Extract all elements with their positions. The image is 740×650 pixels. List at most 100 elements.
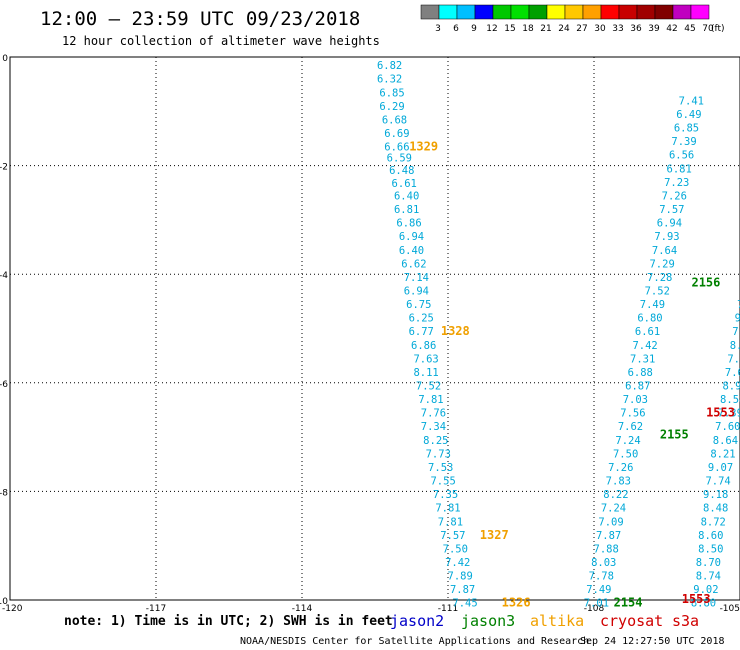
data-point-jason2: 8.11 [413,367,438,379]
x-tick-label: -114 [292,604,313,614]
satellite-legend-altika: altika [530,612,584,630]
data-point-jason2: 7.76 [421,408,446,420]
x-tick-label: -117 [146,604,166,614]
data-point-jason2: 7.63 [413,353,438,365]
data-point-altika: 8.80 [691,598,716,610]
data-point-altika: 9.07 [708,462,733,474]
data-point-altika: 7.66 [725,367,740,379]
data-point-jason3: 6.61 [635,326,660,338]
colorbar-swatch [564,4,584,20]
y-tick-label: -2 [0,163,8,173]
data-point-jason3: 8.22 [603,489,628,501]
data-point-jason2: 7.55 [430,476,455,488]
data-point-jason2: 6.40 [394,190,419,202]
data-point-jason2: 7.42 [445,557,470,569]
data-point-jason2: 6.61 [392,178,417,190]
data-point-jason3: 7.41 [679,95,704,107]
colorbar-unit: (ft) [711,24,725,34]
data-point-jason2: 7.89 [448,571,473,583]
data-point-jason2: 7.45 [452,598,477,610]
colorbar-label: 6 [453,24,459,34]
satellite-legend-s3a: s3a [672,612,699,630]
data-point-jason2: 6.48 [389,165,414,177]
y-tick-label: -4 [0,271,8,281]
data-point-jason2: 6.85 [379,87,404,99]
colorbar-label: 3 [435,24,441,34]
pass-number-label: 1553 [682,592,711,606]
colorbar-swatch [654,4,674,20]
data-point-altika: 8.72 [701,516,726,528]
data-point-jason3: 7.26 [608,462,633,474]
data-point-jason3: 7.03 [623,394,648,406]
data-point-jason3: 7.49 [640,299,665,311]
data-point-altika: 8.95 [722,381,740,393]
colorbar-label: 18 [522,24,534,34]
data-point-jason3: 7.52 [645,285,670,297]
data-point-jason2: 6.59 [387,152,412,164]
data-point-jason2: 7.52 [416,381,441,393]
data-point-altika: 7.60 [715,421,740,433]
data-point-jason2: 6.40 [399,245,424,257]
data-point-jason2: 6.94 [399,231,424,243]
data-point-altika: 8.64 [713,435,738,447]
data-point-jason3: 7.57 [659,204,684,216]
data-point-jason3: 8.03 [591,557,616,569]
data-point-altika: 7.67 [727,353,740,365]
data-point-jason2: 6.32 [377,74,402,86]
data-point-jason3: 7.93 [654,231,679,243]
data-point-jason3: 7.62 [618,421,643,433]
colorbar-swatch [636,4,656,20]
data-point-jason2: 6.86 [411,340,436,352]
colorbar-swatch [618,4,638,20]
data-point-jason3: 7.49 [586,584,611,596]
data-point-jason2: 6.69 [384,128,409,140]
data-point-jason3: 7.87 [596,530,621,542]
data-point-jason2: 6.94 [404,285,429,297]
pass-number-label: 2155 [660,427,689,441]
colorbar-swatch [492,4,512,20]
colorbar-swatch [528,4,548,20]
data-point-jason2: 7.14 [404,272,429,284]
data-point-jason3: 6.88 [628,367,653,379]
data-point-jason3: 7.39 [671,136,696,148]
chart-title: 12:00 – 23:59 UTC 09/23/2018 [40,8,360,30]
data-point-jason2: 6.25 [409,313,434,325]
colorbar-swatch [600,4,620,20]
data-point-jason3: 6.80 [637,313,662,325]
data-point-jason3: 7.42 [632,340,657,352]
data-point-altika: 7.39 [718,408,740,420]
satellite-legend-cryosat: cryosat [600,612,663,630]
data-point-jason3: 7.01 [584,598,609,610]
data-point-jason3: 7.09 [598,516,623,528]
data-point-jason2: 7.81 [418,394,443,406]
data-point-jason3: 7.29 [649,258,674,270]
colorbar-label: 39 [648,24,660,34]
colorbar-swatch [438,4,458,20]
colorbar-label: 12 [486,24,497,34]
data-point-altika: 7.79 [737,299,740,311]
colorbar-swatch [672,4,692,20]
data-point-jason3: 7.24 [615,435,640,447]
data-point-altika: 8.50 [698,543,723,555]
colorbar-swatch [690,4,710,20]
data-point-jason2: 7.57 [440,530,465,542]
pass-number-label: 1327 [480,528,509,542]
colorbar-label: 42 [666,24,677,34]
colorbar-label: 30 [594,24,606,34]
data-point-jason2: 8.25 [423,435,448,447]
data-point-altika: 8.48 [703,503,728,515]
y-tick-label: -8 [0,488,8,498]
colorbar-swatch [456,4,476,20]
satellite-legend-jason3: jason3 [461,612,515,630]
colorbar-label: 70 [702,24,714,34]
data-point-altika: 7.89 [732,326,740,338]
pass-number-label: 2154 [614,596,643,610]
data-point-jason2: 7.53 [428,462,453,474]
colorbar-label: 45 [684,24,695,34]
data-point-jason3: 7.83 [606,476,631,488]
data-point-jason3: 7.23 [664,177,689,189]
data-point-altika: 8.58 [720,394,740,406]
pass-number-label: 1553 [706,406,735,420]
data-point-altika: 8.74 [696,571,721,583]
